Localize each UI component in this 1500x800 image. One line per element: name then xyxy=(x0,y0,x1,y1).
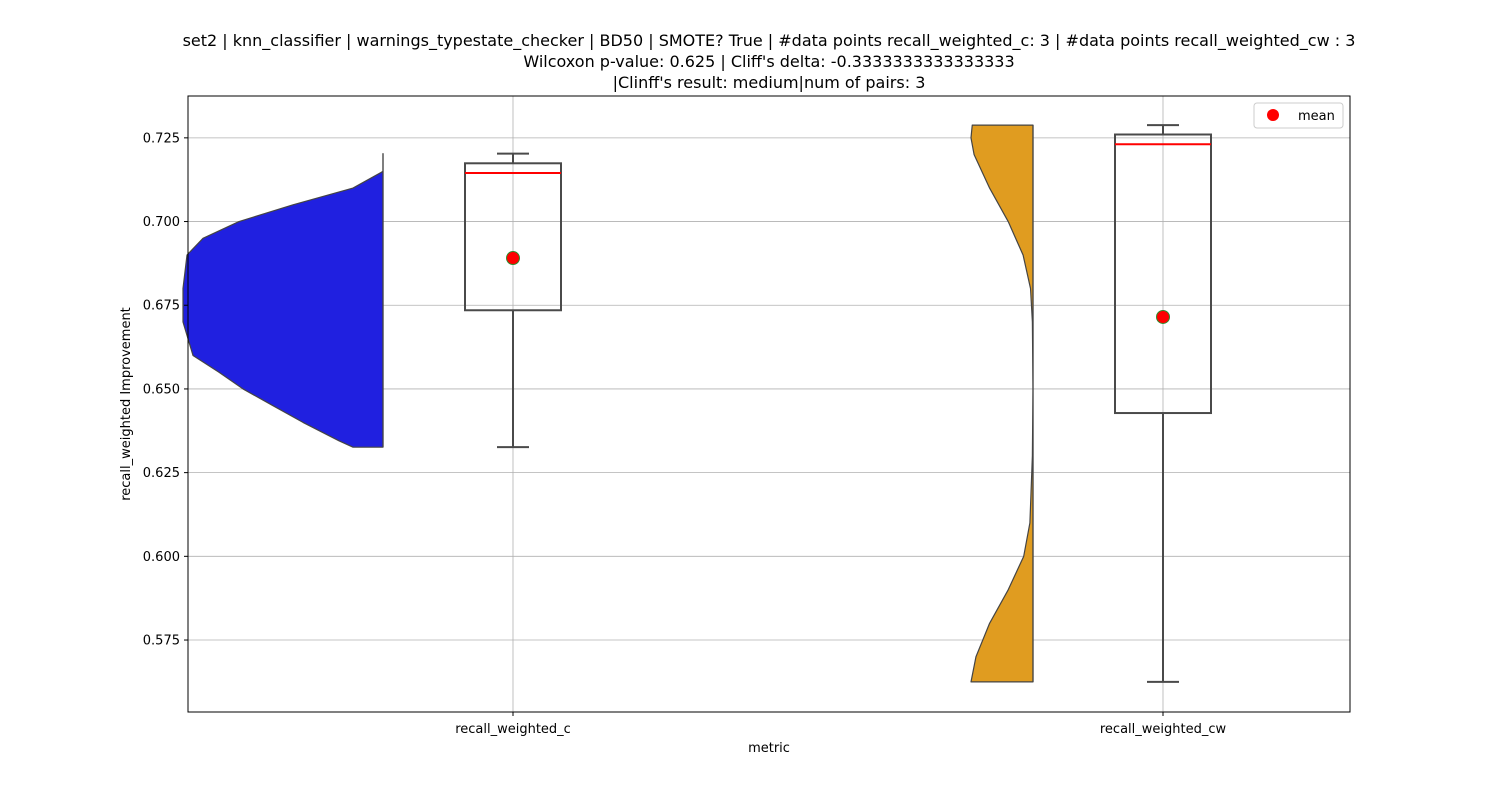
y-tick-label: 0.725 xyxy=(143,131,180,146)
chart-title: set2 | knn_classifier | warnings_typesta… xyxy=(183,31,1356,92)
violin-recall_weighted_c xyxy=(182,152,384,448)
plot-area-frame xyxy=(187,95,1351,713)
boxplots xyxy=(464,124,1212,683)
x-tick-label: recall_weighted_c xyxy=(455,722,571,737)
y-tick-label: 0.575 xyxy=(143,634,180,649)
legend-mean-label: mean xyxy=(1298,109,1335,124)
y-tick-label: 0.700 xyxy=(143,215,180,230)
legend-mean-marker xyxy=(1267,109,1279,121)
boxplot-recall_weighted_c xyxy=(464,152,562,449)
x-tick-label: recall_weighted_cw xyxy=(1100,722,1227,737)
chart-title-line-3: |Clinff's result: medium|num of pairs: 3 xyxy=(613,73,926,92)
boxplot-recall_weighted_cw xyxy=(1114,124,1212,683)
violin-recall_weighted_cw xyxy=(970,124,1034,683)
mean-marker xyxy=(1156,309,1170,324)
box-iqr xyxy=(464,162,562,312)
chart-title-line-1: set2 | knn_classifier | warnings_typesta… xyxy=(183,31,1356,51)
chart-title-line-2: Wilcoxon p-value: 0.625 | Cliff's delta:… xyxy=(523,52,1014,71)
violins xyxy=(182,124,1034,683)
y-axis-label: recall_weighted Improvement xyxy=(119,307,134,501)
legend-box xyxy=(1253,102,1344,129)
y-axis: 0.575 0.600 0.625 0.650 0.675 0.700 0.725 xyxy=(143,131,188,649)
legend: mean xyxy=(1253,102,1344,129)
y-tick-label: 0.625 xyxy=(143,466,180,481)
mean-marker xyxy=(506,251,520,266)
x-axis: recall_weighted_c recall_weighted_cw xyxy=(455,712,1226,737)
x-axis-label: metric xyxy=(748,741,790,756)
box-iqr xyxy=(1114,133,1212,415)
y-tick-label: 0.650 xyxy=(143,382,180,397)
y-tick-label: 0.675 xyxy=(143,299,180,314)
y-tick-label: 0.600 xyxy=(143,550,180,565)
